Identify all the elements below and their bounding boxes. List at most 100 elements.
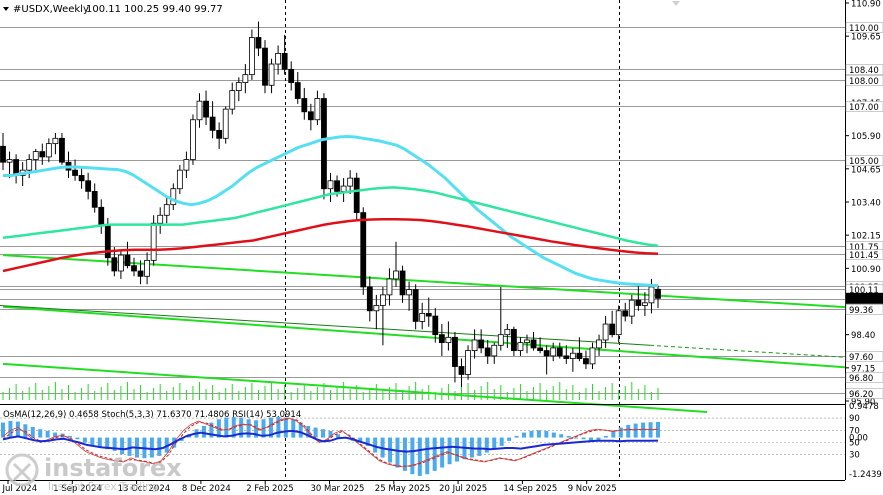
price-tick-label: 102.15 [851, 232, 881, 242]
candle-body [347, 177, 354, 187]
candle-body [281, 53, 288, 70]
osma-bar [566, 435, 571, 438]
candle-body [517, 342, 524, 351]
osma-bar [328, 430, 333, 438]
shift-marker-icon[interactable] [672, 1, 680, 6]
price-level-box [845, 304, 883, 315]
candle-body [563, 355, 570, 359]
osma-bar [335, 434, 340, 438]
osma-bar [410, 437, 415, 475]
indicator-axis-label: 70 [849, 426, 860, 436]
candle-body [111, 257, 118, 272]
candle-body [216, 129, 223, 139]
candle-body [163, 204, 170, 216]
candle-body [622, 310, 629, 317]
osma-bar [112, 437, 117, 451]
osma-bar [581, 437, 586, 440]
candle-body [255, 37, 262, 49]
osma-bar [574, 437, 579, 439]
price-tick-label: 95.90 [851, 398, 875, 408]
candle-body [203, 100, 209, 118]
current-price-box [846, 292, 883, 304]
time-label: 1 Sep 2024 [53, 484, 101, 494]
candle-body [373, 305, 380, 312]
stoch-signal-line [2, 418, 658, 467]
candle-body [550, 347, 557, 357]
indicator-axis-label: 90 [849, 414, 860, 424]
symbol-header[interactable]: #USDX,Weekly 100.11 100.25 99.40 99.77 [3, 4, 223, 15]
candle-body [379, 294, 386, 306]
osma-bar [484, 437, 489, 453]
candle-body [602, 323, 609, 341]
candle-body [334, 180, 340, 192]
candle-body [452, 336, 458, 367]
candle-body [275, 53, 282, 65]
candle-body [353, 177, 360, 214]
indicator-axis-label: -1.2439 [849, 470, 882, 480]
time-label: 30 Mar 2025 [311, 484, 365, 494]
candle-body [131, 265, 137, 272]
candle-body [222, 108, 229, 139]
osma-bar [589, 437, 594, 441]
price-level-box [845, 75, 883, 86]
osma-bar [514, 435, 519, 438]
price-level-box [845, 372, 883, 383]
candle-body [248, 37, 255, 76]
osma-bar [656, 421, 660, 438]
osma-bar [216, 419, 221, 438]
candle-body [144, 259, 151, 277]
ma-mid [2, 186, 659, 248]
current-price-label: 99.77 [849, 295, 873, 305]
middle-trendline [2, 305, 846, 369]
price-level-box [845, 155, 883, 166]
osma-bar [157, 437, 162, 456]
price-level-label: 101.45 [849, 251, 879, 261]
volume-ticks [2, 382, 659, 400]
candle-body [157, 214, 164, 224]
candle-body [150, 222, 157, 261]
channel-line-projection [649, 344, 846, 358]
candle-body [484, 347, 491, 357]
osma-bar [82, 437, 87, 443]
upper-trendline [2, 254, 846, 309]
osma-bar [224, 417, 229, 438]
osma-bar [127, 437, 132, 456]
candle-body [52, 137, 59, 145]
candle-body [569, 352, 576, 359]
candle-body [530, 339, 537, 349]
osma-bar [268, 417, 273, 438]
osma-bar [447, 437, 452, 465]
price-level-label: 107.00 [849, 103, 879, 113]
candle-body [314, 98, 321, 121]
oscillator-lines [0, 417, 845, 468]
osma-bar [373, 437, 378, 453]
rsi-line [2, 429, 659, 453]
price-level-label: 108.00 [849, 77, 879, 87]
candle-body [445, 336, 452, 344]
price-panel[interactable] [0, 0, 846, 480]
indicator-panel[interactable]: 0.9478 90 70 500.00 30 -1.2439 [0, 402, 882, 480]
candle-body [386, 278, 393, 296]
osma-bar [120, 437, 125, 455]
price-level-box [845, 249, 883, 260]
price-level-label: 100.11 [849, 286, 879, 296]
candle-body [0, 145, 6, 163]
osma-bar [283, 417, 288, 438]
ma-fast [3, 135, 659, 288]
osma-bar [201, 425, 206, 438]
candle-body [78, 175, 85, 182]
price-level-label: 99.36 [849, 306, 873, 316]
osma-bar [507, 437, 512, 441]
osma-bar [321, 429, 326, 438]
osma-bar [440, 437, 445, 468]
price-level-box [845, 22, 883, 33]
dropdown-triangle-icon[interactable] [3, 7, 9, 11]
time-label: 20 Jul 2025 [439, 484, 487, 494]
osma-bar [641, 422, 646, 438]
time-label: 13 Oct 2024 [118, 484, 171, 494]
indicator-axis-label: 50 [849, 439, 860, 449]
candle-body [524, 339, 530, 344]
osma-bar [276, 416, 281, 438]
